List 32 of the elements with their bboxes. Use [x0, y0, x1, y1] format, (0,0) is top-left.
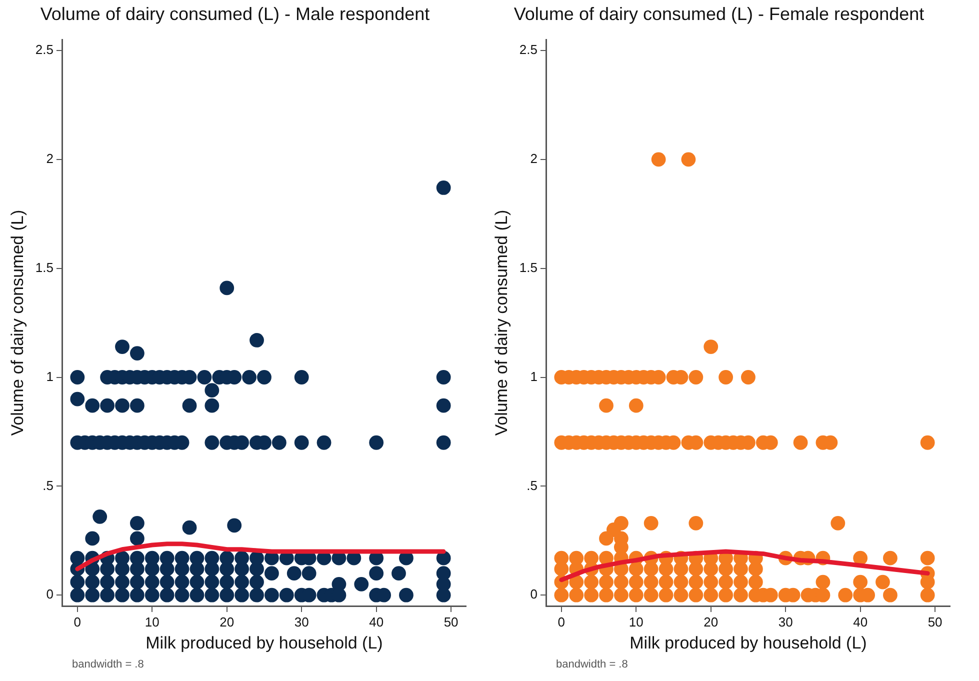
x-tick-label: 0 [558, 614, 566, 630]
y-tick-label: .5 [42, 478, 54, 493]
x-axis-title: Milk produced by household (L) [630, 633, 867, 652]
y-tick-label: .5 [526, 478, 538, 493]
x-tick-label: 50 [928, 614, 942, 630]
text: bandwidth = .8 [556, 658, 628, 671]
y-tick-label: 1 [530, 368, 538, 384]
y-tick-label: 0 [46, 586, 54, 602]
y-tick-label: 1 [46, 368, 54, 384]
y-tick-label: 2.5 [519, 42, 538, 58]
x-tick-label: 0 [74, 614, 82, 630]
x-tick-label: 40 [853, 614, 868, 630]
x-tick-label: 10 [144, 614, 160, 630]
x-tick-label: 50 [444, 614, 458, 630]
x-tick-label: 30 [294, 614, 309, 630]
y-axis-title: Volume of dairy consumed (L) [8, 210, 27, 436]
y-tick-label: 0 [530, 586, 538, 602]
chart-title: Volume of dairy consumed (L) - Male respondent [40, 4, 430, 24]
text: bandwidth = .8 [72, 658, 144, 671]
x-tick-label: 40 [369, 614, 384, 630]
y-tick-label: 2.5 [35, 42, 54, 58]
y-tick-label: 1.5 [35, 260, 54, 275]
x-tick-label: 10 [628, 614, 644, 630]
y-tick-label: 2 [530, 150, 538, 166]
x-tick-label: 20 [220, 614, 234, 630]
y-tick-label: 1.5 [519, 260, 538, 275]
x-tick-label: 30 [778, 614, 793, 630]
chart-title: Volume of dairy consumed (L) - Female respondent [514, 4, 924, 24]
x-axis-title: Milk produced by household (L) [146, 633, 383, 652]
x-tick-label: 20 [704, 614, 718, 630]
y-axis-title: Volume of dairy consumed (L) [492, 210, 511, 436]
y-tick-label: 2 [46, 150, 54, 166]
